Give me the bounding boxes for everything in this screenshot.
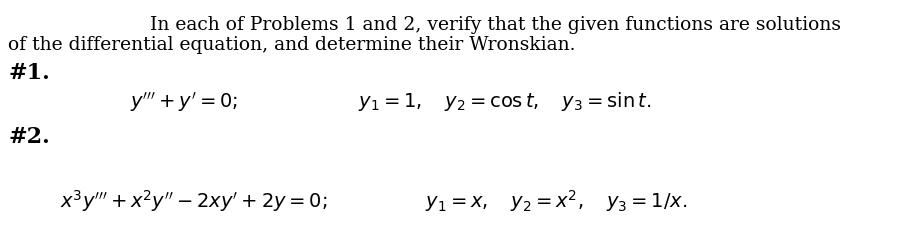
Text: #2.: #2. <box>8 126 50 148</box>
Text: of the differential equation, and determine their Wronskian.: of the differential equation, and determ… <box>8 36 576 54</box>
Text: $y_1 = x, \quad y_2 = x^2, \quad y_3 = 1/x.$: $y_1 = x, \quad y_2 = x^2, \quad y_3 = 1… <box>425 188 688 214</box>
Text: $x^3y''' + x^2y'' - 2xy' + 2y = 0;$: $x^3y''' + x^2y'' - 2xy' + 2y = 0;$ <box>60 188 327 214</box>
Text: In each of Problems 1 and 2, verify that the given functions are solutions: In each of Problems 1 and 2, verify that… <box>149 16 841 34</box>
Text: #1.: #1. <box>8 62 50 84</box>
Text: $y_1 = 1, \quad y_2 = \cos t, \quad y_3 = \sin t.$: $y_1 = 1, \quad y_2 = \cos t, \quad y_3 … <box>358 90 651 113</box>
Text: $y''' + y' = 0;$: $y''' + y' = 0;$ <box>130 90 238 114</box>
